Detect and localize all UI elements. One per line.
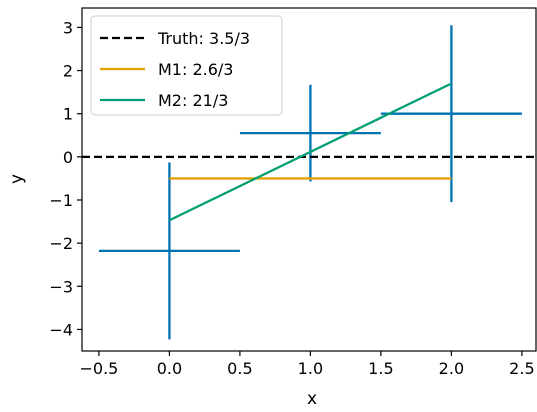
x-axis: −0.5 0.0 0.5 1.0 1.5 2.0 2.5 xyxy=(79,351,535,378)
x-tick-label: 2.5 xyxy=(509,359,534,378)
legend: Truth: 3.5/3 M1: 2.6/3 M2: 21/3 xyxy=(90,15,283,116)
legend-label: M2: 21/3 xyxy=(158,91,228,110)
y-tick-label: −4 xyxy=(49,320,73,339)
x-tick-label: −0.5 xyxy=(79,359,118,378)
y-tick-label: −3 xyxy=(49,277,73,296)
y-tick-label: 3 xyxy=(63,18,73,37)
series-line-3 xyxy=(168,82,452,222)
plot-frame xyxy=(81,7,537,352)
x-axis-label: x xyxy=(307,389,317,409)
x-tick-label: 0.5 xyxy=(227,359,252,378)
x-tick-label: 1.0 xyxy=(298,359,323,378)
y-tick-label: 0 xyxy=(63,148,73,167)
y-tick-label: 2 xyxy=(63,62,73,81)
x-tick-label: 0.0 xyxy=(157,359,182,378)
legend-box xyxy=(90,15,283,116)
plot-marks xyxy=(82,25,536,340)
x-tick-label: 2.0 xyxy=(439,359,464,378)
legend-label: M1: 2.6/3 xyxy=(158,60,233,79)
x-tick-label: 1.5 xyxy=(368,359,393,378)
y-tick-label: −1 xyxy=(49,191,73,210)
y-axis-label: y xyxy=(7,174,27,184)
y-tick-label: 1 xyxy=(63,105,73,124)
y-tick-label: −2 xyxy=(49,234,73,253)
legend-label: Truth: 3.5/3 xyxy=(157,29,250,48)
y-axis: −4 −3 −2 −1 0 1 2 3 xyxy=(49,18,82,339)
